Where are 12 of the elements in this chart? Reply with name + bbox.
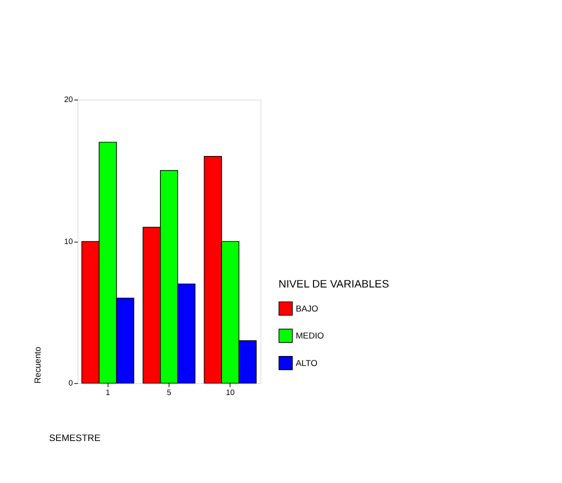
x-tick-label: 5 [166,388,172,398]
legend-label: BAJO [296,303,319,314]
y-axis-title: Recuento [32,346,42,384]
legend-label: ALTO [296,358,318,368]
legend-title: NIVEL DE VARIABLES [278,278,390,291]
x-tick-label: 1 [106,388,110,398]
legend-label: MEDIO [296,330,324,341]
y-tick-label: 10 [64,236,74,246]
x-tick-label: 10 [226,388,236,398]
y-tick-label: 0 [68,378,74,388]
y-tick-label: 20 [64,95,74,104]
x-axis-title: SEMESTRE [49,432,100,443]
